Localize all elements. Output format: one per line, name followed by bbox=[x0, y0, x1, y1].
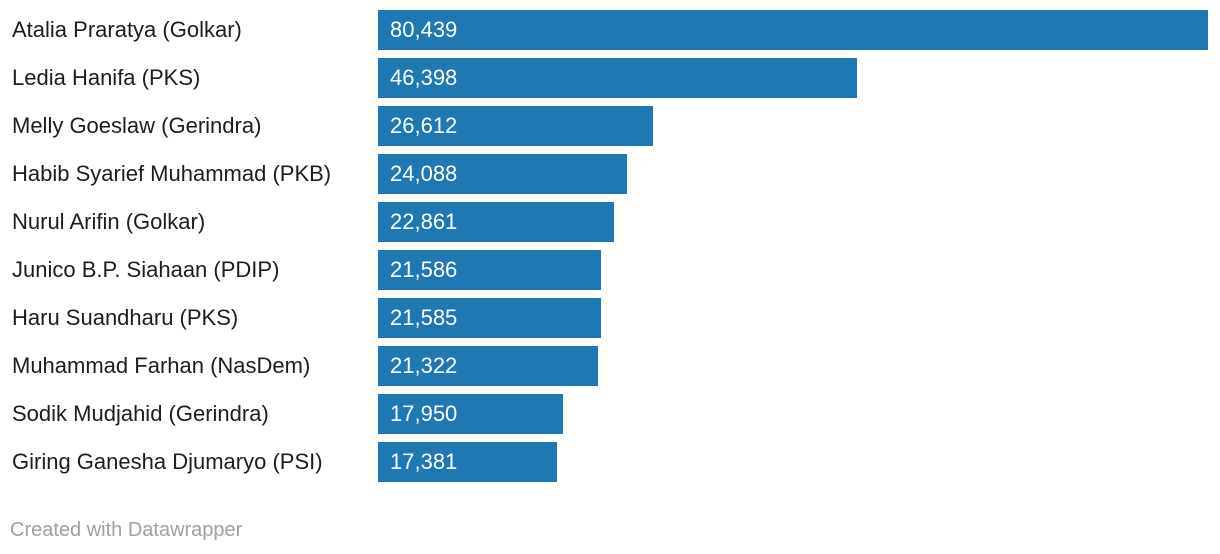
bar: 21,586 bbox=[378, 250, 601, 290]
bar: 26,612 bbox=[378, 106, 653, 146]
bar: 17,381 bbox=[378, 442, 557, 482]
category-label: Ledia Hanifa (PKS) bbox=[12, 65, 201, 90]
bar-value-label: 22,861 bbox=[390, 209, 458, 234]
category-label: Nurul Arifin (Golkar) bbox=[12, 209, 206, 234]
bar-value-label: 17,950 bbox=[390, 401, 458, 426]
category-label: Giring Ganesha Djumaryo (PSI) bbox=[12, 449, 323, 474]
bar-value-label: 21,322 bbox=[390, 353, 458, 378]
bar: 21,585 bbox=[378, 298, 601, 338]
category-label: Muhammad Farhan (NasDem) bbox=[12, 353, 311, 378]
bar-value-label: 17,381 bbox=[390, 449, 458, 474]
bar-value-label: 21,585 bbox=[390, 305, 458, 330]
bar-value-label: 26,612 bbox=[390, 113, 458, 138]
category-label: Junico B.P. Siahaan (PDIP) bbox=[12, 257, 280, 282]
bar: 80,439 bbox=[378, 10, 1208, 50]
category-label: Habib Syarief Muhammad (PKB) bbox=[12, 161, 332, 186]
category-label: Haru Suandharu (PKS) bbox=[12, 305, 239, 330]
category-label: Sodik Mudjahid (Gerindra) bbox=[12, 401, 269, 426]
category-label: Melly Goeslaw (Gerindra) bbox=[12, 113, 262, 138]
datawrapper-credit: Created with Datawrapper bbox=[10, 519, 243, 541]
bar: 24,088 bbox=[378, 154, 627, 194]
bar: 46,398 bbox=[378, 58, 857, 98]
bar: 21,322 bbox=[378, 346, 598, 386]
bar-value-label: 46,398 bbox=[390, 65, 458, 90]
bar-chart: Atalia Praratya (Golkar) 80,439 Ledia Hani… bbox=[12, 10, 1208, 482]
bar-value-label: 80,439 bbox=[390, 17, 458, 42]
category-label: Atalia Praratya (Golkar) bbox=[12, 17, 242, 42]
bar: 22,861 bbox=[378, 202, 614, 242]
bar-value-label: 21,586 bbox=[390, 257, 458, 282]
bar: 17,950 bbox=[378, 394, 563, 434]
bar-value-label: 24,088 bbox=[390, 161, 458, 186]
